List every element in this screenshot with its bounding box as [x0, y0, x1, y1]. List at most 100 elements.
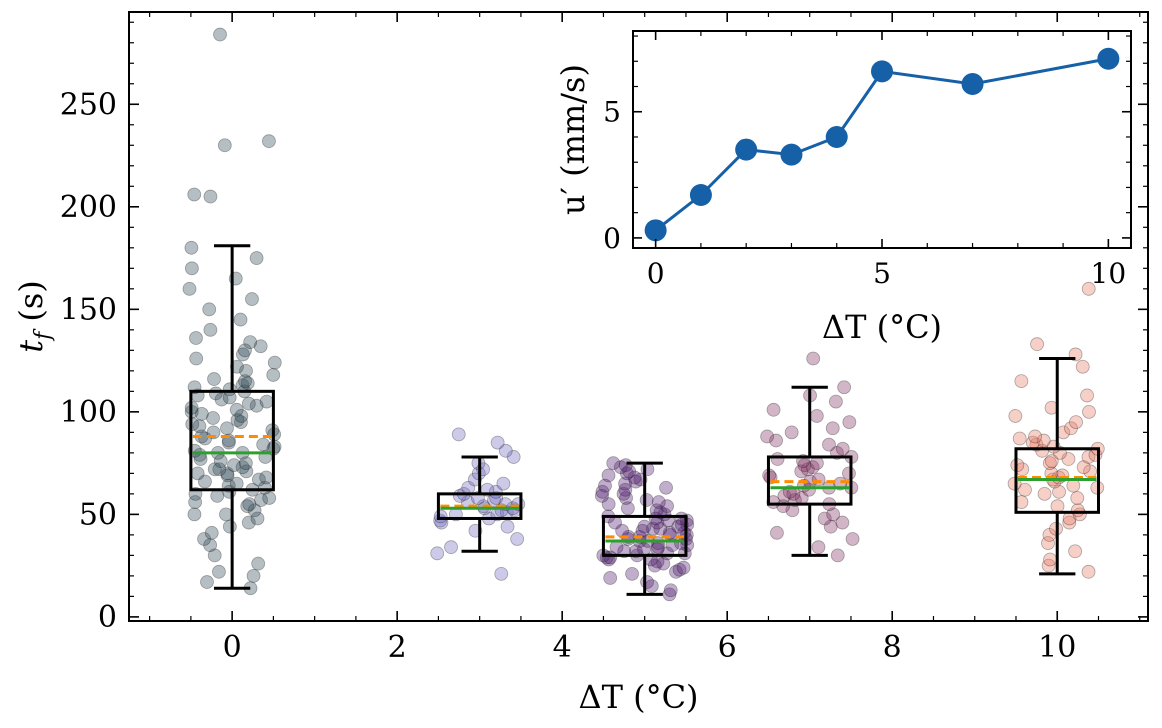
- data-point-group2-9: [647, 558, 662, 573]
- data-point-group0-81: [266, 368, 281, 382]
- data-point-group2-1: [663, 583, 678, 598]
- data-point-group3-30: [797, 458, 812, 473]
- data-point-group3-3: [770, 525, 784, 540]
- inset-data-point-4: [825, 125, 848, 148]
- data-point-group2-80: [606, 456, 621, 471]
- data-point-group2-60: [601, 497, 616, 512]
- data-point-group2-62: [639, 493, 654, 507]
- data-point-group0-89: [243, 335, 258, 350]
- data-point-group2-64: [595, 489, 609, 503]
- data-point-group4-29: [1042, 456, 1057, 471]
- data-point-group2-0: [662, 587, 677, 602]
- data-point-group2-73: [627, 470, 642, 485]
- inset-data-point-1: [689, 184, 712, 207]
- data-point-group4-11: [1050, 499, 1065, 514]
- inset-chart: 0 5 10 0 5 ΔT (°C) u′ (mm/s): [554, 30, 1132, 346]
- data-point-group0-93: [202, 302, 217, 317]
- y-tick-label-0: 0: [98, 600, 117, 635]
- data-point-group0-90: [189, 331, 203, 345]
- data-point-group0-65: [229, 402, 244, 417]
- data-point-group2-66: [595, 484, 610, 499]
- data-point-group4-54: [1081, 281, 1096, 296]
- data-point-group2-59: [660, 499, 675, 514]
- data-point-group1-3: [510, 532, 525, 546]
- data-point-group2-74: [601, 468, 616, 483]
- data-point-group2-7: [672, 562, 687, 577]
- data-point-group0-36: [235, 460, 250, 475]
- data-point-group2-10: [656, 556, 671, 571]
- data-point-group4-41: [1012, 431, 1027, 446]
- data-point-group0-79: [238, 374, 252, 388]
- data-point-group0-37: [227, 458, 241, 473]
- data-point-group2-78: [613, 460, 628, 475]
- data-point-group0-14: [247, 503, 262, 518]
- data-point-group4-42: [1028, 429, 1042, 444]
- data-point-group0-85: [189, 351, 204, 366]
- data-point-group3-40: [784, 425, 799, 440]
- data-point-group2-3: [640, 575, 654, 589]
- data-point-group0-5: [207, 548, 222, 563]
- data-point-group2-76: [622, 464, 637, 479]
- data-point-group0-38: [238, 456, 253, 471]
- data-point-group0-67: [249, 398, 264, 413]
- y-label-var: t: [12, 340, 50, 353]
- data-point-group3-28: [801, 462, 815, 477]
- data-point-group2-77: [640, 462, 655, 477]
- data-point-group2-42: [653, 521, 668, 536]
- data-point-group0-2: [246, 568, 261, 583]
- data-point-group2-68: [659, 480, 673, 495]
- data-point-group0-86: [236, 347, 250, 362]
- data-point-group0-32: [190, 466, 205, 481]
- data-point-group4-4: [1041, 536, 1055, 550]
- data-point-group0-83: [230, 359, 244, 374]
- data-point-group0-11: [250, 511, 265, 526]
- data-point-group0-98: [249, 251, 264, 265]
- data-point-group0-9: [222, 519, 237, 534]
- data-point-group2-8: [676, 560, 691, 575]
- data-point-group0-31: [220, 466, 235, 481]
- data-point-group3-42: [842, 415, 857, 430]
- data-point-group0-73: [208, 386, 223, 401]
- data-point-group0-29: [259, 470, 274, 485]
- data-point-group0-101: [187, 187, 202, 202]
- data-point-group0-8: [204, 525, 219, 540]
- data-point-group4-53: [1030, 337, 1044, 352]
- data-point-group1-1: [430, 546, 445, 561]
- data-point-group1-5: [500, 519, 515, 534]
- data-point-group0-94: [245, 292, 259, 306]
- x-tick-label-3: 6: [718, 630, 737, 665]
- data-point-group2-25: [609, 540, 624, 555]
- data-point-group2-41: [635, 523, 650, 538]
- inset-x-tick-label-0: 0: [647, 257, 665, 290]
- data-point-group2-5: [625, 566, 639, 581]
- data-point-group0-70: [214, 392, 229, 407]
- data-point-group0-27: [198, 474, 212, 489]
- inset-y-axis-label: u′ (mm/s): [554, 64, 592, 215]
- y-tick-label-3: 150: [60, 292, 117, 327]
- data-point-group0-68: [241, 396, 256, 411]
- data-point-group0-104: [213, 27, 227, 42]
- inset-data-point-3: [780, 143, 803, 166]
- data-point-group2-75: [619, 466, 634, 481]
- data-point-group1-34: [506, 450, 521, 464]
- data-point-group3-44: [766, 402, 781, 417]
- box-1: [436, 492, 523, 520]
- box-0: [189, 389, 275, 492]
- inset-data-point-7: [1097, 47, 1120, 70]
- data-point-group0-103: [262, 134, 276, 149]
- data-point-group4-10: [1070, 503, 1085, 518]
- y-tick-label-1: 50: [79, 497, 117, 532]
- data-point-group3-14: [777, 489, 792, 503]
- data-point-group4-18: [1066, 478, 1081, 493]
- y-label-unit: (s): [12, 280, 50, 332]
- data-point-group0-15: [240, 499, 255, 514]
- data-point-group2-61: [651, 495, 666, 509]
- data-point-group1-36: [490, 435, 505, 450]
- data-point-group4-31: [1061, 452, 1076, 466]
- data-point-group3-38: [769, 433, 783, 448]
- data-point-group3-1: [811, 540, 826, 555]
- main-plot-frame: [128, 11, 1149, 622]
- data-point-group0-69: [259, 394, 274, 409]
